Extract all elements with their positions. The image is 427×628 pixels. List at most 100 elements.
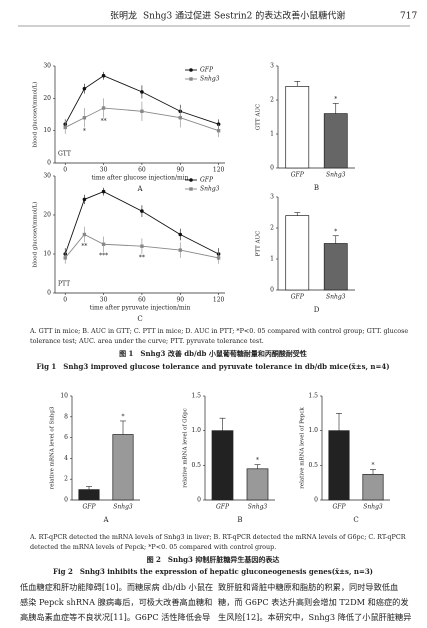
series-line xyxy=(64,233,219,259)
y-tick-label: 0.5 xyxy=(308,462,318,469)
marker xyxy=(140,90,144,94)
x-tick-label: Snhg3 xyxy=(113,504,133,511)
bar xyxy=(246,468,269,501)
figure-title: 图 1 Snhg3 改善 db/db 小鼠葡萄糖耐量和丙酮酸耐受性 xyxy=(119,349,307,358)
body-text: 生风险[12]。本研究中，Snhg3 降低了小鼠肝脏糖异 xyxy=(218,612,411,622)
marker xyxy=(82,232,87,237)
y-tick-label: 3 xyxy=(270,63,274,70)
y-tick-label: 1 xyxy=(270,131,274,138)
annotation: * xyxy=(334,96,337,103)
caption: A. RT-qPCR detected the mRNA levels of S… xyxy=(29,533,406,541)
x-tick-label: GFP xyxy=(83,504,97,511)
marker xyxy=(101,189,106,194)
legend-marker xyxy=(189,68,193,72)
y-tick-label: 0 xyxy=(314,497,318,504)
chart-label: GTT xyxy=(58,151,71,158)
marker xyxy=(101,73,106,78)
marker xyxy=(82,197,87,202)
series-line xyxy=(64,75,219,125)
y-tick-label: 1.0 xyxy=(308,427,318,434)
x-axis-label: time after glucose injection/min xyxy=(91,175,188,182)
bar xyxy=(285,215,310,291)
y-tick-label: 30 xyxy=(43,173,51,180)
y-tick-label: 10 xyxy=(43,127,51,134)
body-text: 糖，而 G6PC 表达升高则会增加 T2DM 和癌症的发 xyxy=(218,597,409,607)
marker xyxy=(140,109,144,113)
bar xyxy=(362,473,384,501)
y-tick-label: 4 xyxy=(64,455,68,462)
x-tick-label: Snhg3 xyxy=(326,294,346,301)
y-tick-label: 0 xyxy=(47,160,51,167)
marker xyxy=(101,242,106,246)
x-tick-label: 120 xyxy=(213,297,225,304)
figure-title: Fig 1 Snhg3 improved glucose tolerance a… xyxy=(36,362,389,371)
y-tick-label: 10 xyxy=(43,251,51,258)
marker xyxy=(178,116,182,120)
legend-label: GFP xyxy=(200,67,214,74)
y-tick-label: 30 xyxy=(43,63,51,70)
x-tick-label: 90 xyxy=(176,297,184,304)
y-tick-label: 6 xyxy=(64,434,68,441)
x-tick-label: 30 xyxy=(100,167,108,174)
x-tick-label: GFP xyxy=(291,172,305,179)
panel-letter: A xyxy=(102,516,109,524)
panel-letter: C xyxy=(353,516,358,524)
annotation: ** xyxy=(139,255,145,262)
x-tick-label: Snhg3 xyxy=(363,504,383,511)
x-tick-label: 60 xyxy=(138,167,146,174)
x-tick-label: 90 xyxy=(176,167,184,174)
y-tick-label: 10 xyxy=(60,393,68,400)
y-tick-label: 0 xyxy=(270,165,274,172)
y-tick-label: 1.5 xyxy=(191,393,201,400)
x-tick-label: 30 xyxy=(100,297,108,304)
annotation: *** xyxy=(99,253,108,260)
y-tick-label: 2 xyxy=(270,225,274,232)
x-tick-label: Snhg3 xyxy=(248,504,268,511)
x-axis-label: time after pyruvate injection/min xyxy=(90,305,191,312)
figure-title: Fig 2 Snhg3 inhibits the expression of h… xyxy=(53,567,373,576)
x-tick-label: 0 xyxy=(63,167,67,174)
body-text: 感染 Pepck shRNA 腺病毒后，可极大改善高血糖和 xyxy=(20,597,212,607)
x-tick-label: 120 xyxy=(213,167,225,174)
legend-marker xyxy=(189,187,193,191)
legend-label: Snhg3 xyxy=(200,186,220,193)
annotation: * xyxy=(122,413,125,420)
body-text: 低血糖症和肝功能障碍[10]。而糖尿病 db/db 小鼠在 xyxy=(20,582,213,592)
x-tick-label: Snhg3 xyxy=(326,172,346,179)
annotation: * xyxy=(372,462,375,469)
bar xyxy=(323,113,348,169)
legend-marker xyxy=(189,178,193,182)
figure-title: 图 2 Snhg3 抑制肝脏糖异生基因的表达 xyxy=(147,555,280,564)
y-tick-label: 8 xyxy=(64,413,68,420)
panel-letter: C xyxy=(137,315,142,323)
caption: detected the mRNA levels of Pepck; *P<0.… xyxy=(30,543,276,551)
x-tick-label: 0 xyxy=(63,297,67,304)
panel-letter: B xyxy=(237,516,242,524)
y-axis-label: blood glucose/(mmol/L) xyxy=(32,202,39,268)
y-tick-label: 1.5 xyxy=(308,393,318,400)
marker xyxy=(82,116,87,120)
legend-label: Snhg3 xyxy=(200,76,220,83)
header-title: Snhg3 通过促进 Sestrin2 的表达改善小鼠糖代谢 xyxy=(143,10,345,22)
x-tick-label: 60 xyxy=(138,297,146,304)
bar xyxy=(112,434,134,501)
y-tick-label: 1.0 xyxy=(191,427,201,434)
y-tick-label: 0.5 xyxy=(191,462,201,469)
annotation: ** xyxy=(81,243,87,250)
marker xyxy=(178,232,183,237)
y-tick-label: 3 xyxy=(270,194,274,201)
y-tick-label: 20 xyxy=(43,95,51,102)
page-number: 717 xyxy=(400,12,417,22)
chart-label: PTT xyxy=(58,281,70,288)
y-tick-label: 0 xyxy=(47,290,51,297)
series-line xyxy=(64,191,219,255)
y-axis-label: relative mRNA level of Pepck xyxy=(300,407,306,489)
y-axis-label: blood glucose/(mmol/L) xyxy=(32,82,39,148)
bar xyxy=(323,243,348,291)
y-tick-label: 0 xyxy=(197,497,201,504)
caption: tolerance test; AUC. area under the curv… xyxy=(30,337,264,345)
x-tick-label: GFP xyxy=(333,504,347,511)
marker xyxy=(216,256,221,260)
bar xyxy=(328,430,350,501)
